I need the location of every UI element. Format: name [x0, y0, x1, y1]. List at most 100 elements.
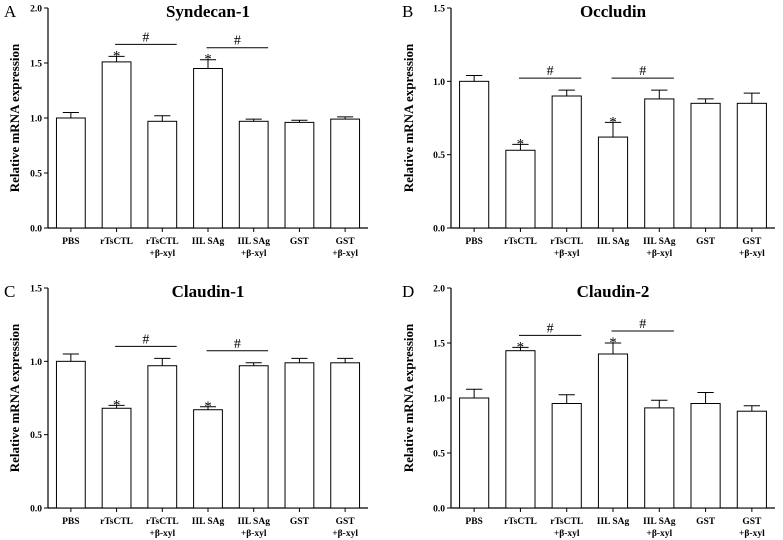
x-tick-label-line2: +β-xyl [739, 529, 765, 539]
y-tick-label: 1.0 [30, 358, 42, 368]
x-tick-label: IIL SAg [192, 517, 225, 527]
x-tick-label-line2: +β-xyl [332, 529, 358, 539]
significance-hash: # [547, 321, 554, 336]
bar [147, 365, 178, 509]
bar [284, 362, 315, 509]
chart-panel-d: D Claudin-2 Relative mRNA expression 0.0 0.5… [401, 282, 775, 539]
panel-letter: C [4, 282, 15, 301]
x-tick-label: IIL SAg [597, 517, 630, 527]
x-tick-label: PBS [465, 237, 482, 247]
x-tick-label: IIL SAg [597, 237, 630, 247]
y-axis-label: Relative mRNA expression [7, 323, 22, 472]
x-tick-label: GST [742, 237, 762, 247]
panel-title: Syndecan-1 [166, 2, 250, 21]
y-tick-label: 1.5 [30, 285, 42, 295]
x-tick-label: PBS [62, 517, 79, 527]
y-tick-label: 1.0 [30, 115, 42, 125]
bar [238, 120, 269, 229]
x-tick-label: rTsCTL [146, 237, 179, 247]
x-tick-label: PBS [465, 517, 482, 527]
y-tick-label: 0.0 [433, 505, 445, 515]
significance-star: * [609, 114, 617, 130]
bar [736, 410, 767, 509]
x-tick-label: IIL SAg [643, 237, 676, 247]
bar [55, 117, 86, 229]
x-tick-label: IIL SAg [237, 237, 270, 247]
x-tick-label: GST [696, 517, 716, 527]
significance-star: * [113, 48, 121, 64]
bar [459, 80, 490, 229]
x-tick-label-line2: +β-xyl [241, 529, 267, 539]
x-tick-label: rTsCTL [550, 517, 583, 527]
x-tick-label: rTsCTL [100, 237, 133, 247]
bar [330, 362, 361, 509]
panel-letter: B [402, 2, 413, 21]
bar [644, 98, 675, 229]
significance-hash: # [234, 34, 241, 49]
significance-hash: # [142, 332, 149, 347]
bar [55, 360, 86, 509]
x-tick-label: GST [696, 237, 716, 247]
x-tick-label: GST [742, 517, 762, 527]
bar [101, 407, 132, 509]
significance-hash: # [234, 337, 241, 352]
bar [690, 403, 721, 509]
x-tick-label: GST [336, 517, 356, 527]
bar [238, 365, 269, 509]
bar [147, 120, 178, 229]
significance-hash: # [142, 30, 149, 45]
chart-panel-c: C Claudin-1 Relative mRNA expression 0.0 0.5… [4, 282, 368, 539]
x-tick-label-line2: +β-xyl [241, 249, 267, 259]
bar [284, 121, 315, 229]
y-tick-label: 1.5 [433, 5, 445, 15]
bar [736, 102, 767, 229]
panel-title: Occludin [580, 2, 647, 21]
y-tick-label: 0.5 [30, 170, 42, 180]
significance-star: * [609, 335, 617, 351]
y-tick-label: 2.0 [30, 5, 42, 15]
significance-hash: # [547, 64, 554, 79]
y-tick-label: 0.0 [30, 225, 42, 235]
y-tick-label: 0.5 [433, 151, 445, 161]
significance-hash: # [639, 317, 646, 332]
panel-title: Claudin-1 [172, 282, 245, 301]
x-tick-label-line2: +β-xyl [739, 249, 765, 259]
x-tick-label: IIL SAg [643, 517, 676, 527]
bar [193, 409, 223, 509]
chart-panel-b: B Occludin Relative mRNA expression 0.0 0.5 1… [401, 2, 775, 259]
x-tick-label: rTsCTL [146, 517, 179, 527]
x-tick-label: IIL SAg [192, 237, 225, 247]
y-tick-label: 0.5 [433, 450, 445, 460]
bar [597, 353, 629, 509]
bar [690, 102, 721, 229]
x-tick-label-line2: +β-xyl [646, 529, 672, 539]
bar [193, 68, 223, 229]
bar [330, 118, 361, 229]
bar [597, 136, 629, 229]
y-axis-label: Relative mRNA expression [401, 323, 416, 472]
y-tick-label: 1.5 [433, 340, 445, 350]
x-tick-label-line2: +β-xyl [149, 529, 175, 539]
x-tick-label-line2: +β-xyl [149, 249, 175, 259]
y-tick-label: 0.0 [30, 505, 42, 515]
y-tick-label: 1.5 [30, 60, 42, 70]
bar [505, 350, 536, 509]
significance-hash: # [639, 64, 646, 79]
significance-star: * [517, 136, 525, 152]
x-tick-label: rTsCTL [550, 237, 583, 247]
bar [459, 397, 490, 509]
y-tick-label: 2.0 [433, 285, 445, 295]
significance-star: * [204, 52, 212, 68]
x-tick-label: GST [290, 517, 310, 527]
significance-star: * [204, 399, 212, 415]
significance-star: * [517, 339, 525, 355]
x-tick-label: rTsCTL [504, 517, 537, 527]
panel-letter: D [402, 282, 414, 301]
x-tick-label-line2: +β-xyl [554, 249, 580, 259]
x-tick-label: rTsCTL [100, 517, 133, 527]
y-tick-label: 1.0 [433, 395, 445, 405]
x-tick-label: PBS [62, 237, 79, 247]
y-tick-label: 0.5 [30, 431, 42, 441]
x-tick-label: GST [336, 237, 356, 247]
